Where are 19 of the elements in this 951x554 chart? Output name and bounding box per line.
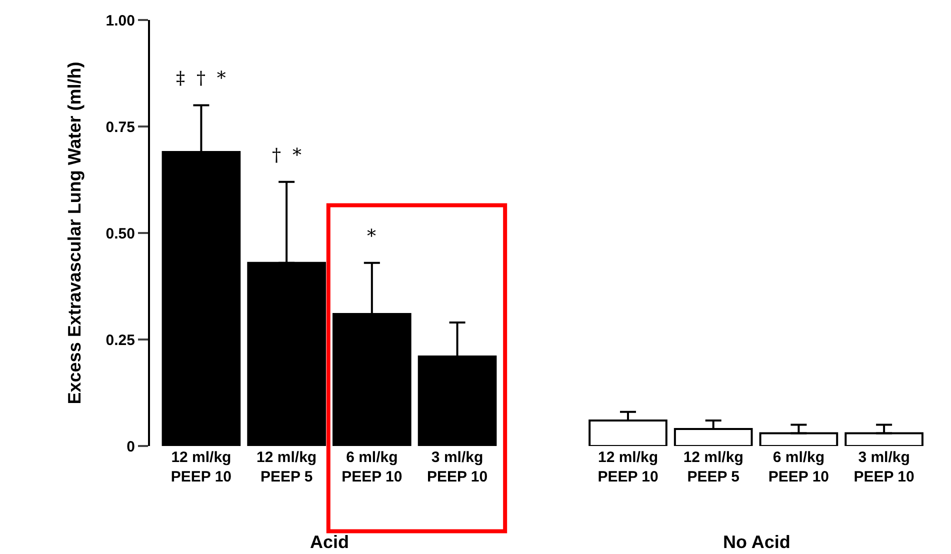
x-tick-label: 12 ml/kg PEEP 10 — [598, 449, 658, 486]
text: No Acid — [723, 532, 790, 552]
y-tick-label: 1.00 — [106, 12, 135, 30]
y-tick-label: 0.75 — [106, 118, 135, 136]
annotation: † * — [272, 145, 302, 166]
y-axis-title: Excess Extravascular Lung Water (ml/h) — [64, 62, 84, 404]
x-tick-label: 3 ml/kg PEEP 10 — [854, 449, 914, 486]
y-tick-label: 0 — [126, 438, 135, 456]
annotation: ‡ † * — [176, 68, 226, 89]
x-tick-label: 3 ml/kg PEEP 10 — [426, 449, 488, 486]
x-tick-label: 12 ml/kg PEEP 10 — [170, 449, 232, 486]
x-tick-label: 12 ml/kg PEEP 5 — [683, 449, 744, 486]
x-tick-label: 6 ml/kg PEEP 10 — [768, 449, 830, 486]
x-tick-label: 6 ml/kg PEEP 10 — [342, 449, 402, 486]
annotation: * — [367, 226, 376, 247]
x-tick-label: 12 ml/kg PEEP 5 — [256, 449, 317, 486]
y-tick-label: 0.25 — [106, 332, 135, 349]
y-tick-label: 0.50 — [106, 225, 135, 242]
text: Acid — [310, 532, 350, 552]
